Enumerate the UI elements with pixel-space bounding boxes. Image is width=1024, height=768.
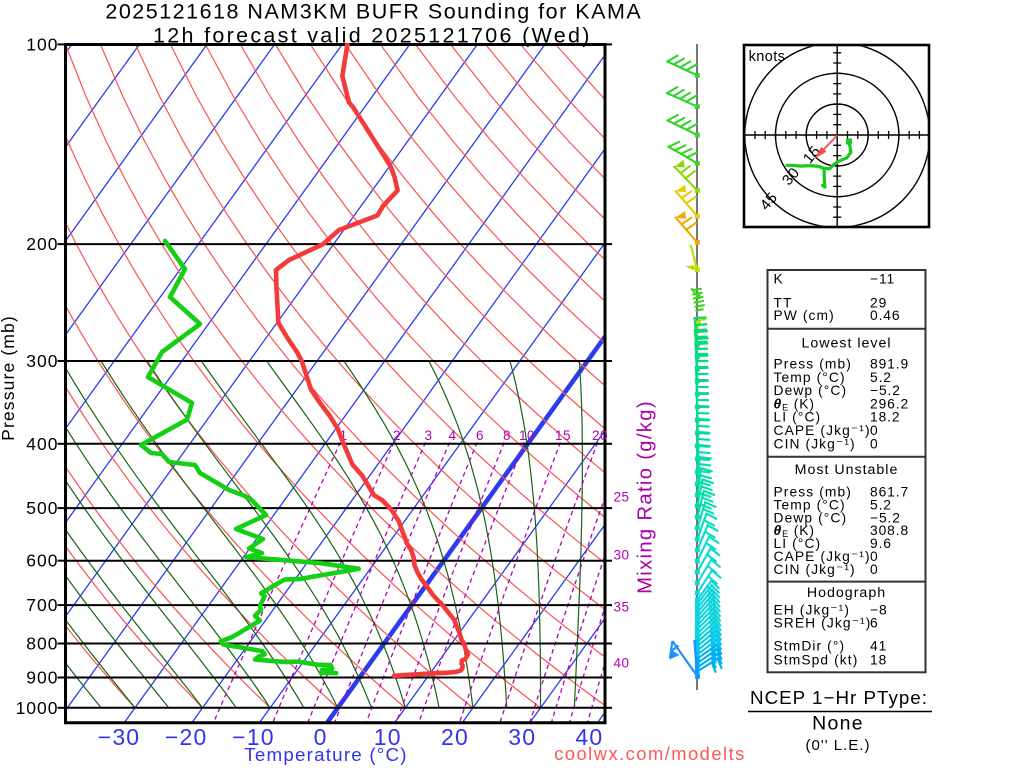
svg-text:StmSpd (kt): StmSpd (kt) [774,653,859,668]
svg-text:40: 40 [613,656,629,671]
svg-text:30: 30 [613,548,629,563]
svg-text:40: 40 [575,724,603,750]
svg-text:Mixing Ratio (g/kg): Mixing Ratio (g/kg) [635,400,657,594]
svg-text:CIN (Jkg⁻¹): CIN (Jkg⁻¹) [774,436,856,451]
svg-text:0.46: 0.46 [870,308,900,323]
svg-text:Hodograph: Hodograph [807,585,886,601]
svg-text:41: 41 [870,639,887,654]
svg-text:PW (cm): PW (cm) [774,308,835,323]
svg-text:4: 4 [448,428,456,443]
svg-text:−20: −20 [165,724,208,750]
svg-text:9.6: 9.6 [870,536,892,551]
svg-text:25: 25 [613,490,629,505]
svg-text:−10: −10 [232,724,275,750]
svg-text:100: 100 [26,34,58,54]
svg-text:−11: −11 [870,272,895,287]
svg-text:0: 0 [870,549,879,564]
svg-text:1: 1 [340,428,348,443]
svg-text:coolwx.com/modelts: coolwx.com/modelts [554,743,746,764]
svg-text:5.2: 5.2 [870,497,892,512]
svg-text:800: 800 [26,634,58,654]
svg-text:Press (mb): Press (mb) [774,357,852,372]
svg-text:LI (°C): LI (°C) [774,536,822,551]
svg-text:Temperature (°C): Temperature (°C) [244,744,407,765]
svg-text:−8: −8 [870,603,888,618]
svg-text:6: 6 [870,615,879,630]
svg-text:CAPE (Jkg⁻¹): CAPE (Jkg⁻¹) [774,423,871,438]
svg-text:Dewp (°C): Dewp (°C) [774,510,848,525]
svg-text:15: 15 [555,428,571,443]
svg-text:Press (mb): Press (mb) [774,485,852,500]
svg-text:knots: knots [749,49,786,65]
svg-text:18: 18 [870,653,887,668]
svg-text:891.9: 891.9 [870,357,909,372]
svg-text:TT: TT [774,295,793,310]
svg-text:3: 3 [424,428,432,443]
svg-text:400: 400 [26,434,58,454]
svg-text:20: 20 [441,724,469,750]
svg-text:−30: −30 [98,724,141,750]
svg-text:600: 600 [26,551,58,571]
svg-text:35: 35 [613,600,629,615]
svg-text:308.8: 308.8 [870,523,909,538]
svg-text:NCEP 1−Hr PType:: NCEP 1−Hr PType: [750,687,928,708]
svg-text:0: 0 [314,724,328,750]
svg-text:Pressure (mb): Pressure (mb) [0,315,18,441]
svg-text:20: 20 [592,428,608,443]
svg-text:296.2: 296.2 [870,396,909,411]
svg-text:−5.2: −5.2 [870,510,901,525]
svg-text:700: 700 [26,595,58,615]
svg-text:Temp (°C): Temp (°C) [774,370,846,385]
svg-text:None: None [812,713,864,735]
svg-text:500: 500 [26,498,58,518]
svg-text:900: 900 [26,667,58,687]
svg-text:200: 200 [26,234,58,254]
svg-text:CIN (Jkg⁻¹): CIN (Jkg⁻¹) [774,562,856,577]
svg-text:30: 30 [508,724,536,750]
svg-text:300: 300 [26,351,58,371]
svg-text:CAPE (Jkg⁻¹): CAPE (Jkg⁻¹) [774,549,871,564]
svg-text:θE (K): θE (K) [774,396,815,412]
svg-text:0: 0 [870,562,879,577]
svg-text:θE (K): θE (K) [774,523,815,539]
svg-text:Most Unstable: Most Unstable [795,462,899,478]
svg-text:0: 0 [870,436,879,451]
svg-text:Temp (°C): Temp (°C) [774,497,846,512]
svg-text:861.7: 861.7 [870,485,909,500]
svg-text:0: 0 [870,423,879,438]
svg-text:1000: 1000 [16,698,59,718]
svg-text:2025121618 NAM3KM BUFR Soundin: 2025121618 NAM3KM BUFR Sounding for KAMA [105,0,642,24]
svg-text:29: 29 [870,295,887,310]
svg-text:18.2: 18.2 [870,410,900,425]
svg-text:8: 8 [503,428,511,443]
svg-text:2: 2 [393,428,401,443]
svg-text:10: 10 [374,724,402,750]
svg-text:Dewp (°C): Dewp (°C) [774,383,848,398]
svg-text:EH (Jkg⁻¹): EH (Jkg⁻¹) [774,603,851,618]
svg-text:Lowest level: Lowest level [801,336,891,352]
svg-text:(0'' L.E.): (0'' L.E.) [806,737,871,754]
svg-text:12h forecast valid 2025121706: 12h forecast valid 2025121706 (Wed) [153,24,592,48]
svg-text:−5.2: −5.2 [870,383,901,398]
svg-text:6: 6 [476,428,484,443]
svg-text:10: 10 [519,428,535,443]
svg-text:K: K [774,272,784,287]
svg-text:SREH (Jkg⁻¹): SREH (Jkg⁻¹) [774,615,872,630]
svg-text:5.2: 5.2 [870,370,892,385]
svg-text:LI (°C): LI (°C) [774,410,822,425]
svg-text:StmDir (°): StmDir (°) [774,639,846,654]
